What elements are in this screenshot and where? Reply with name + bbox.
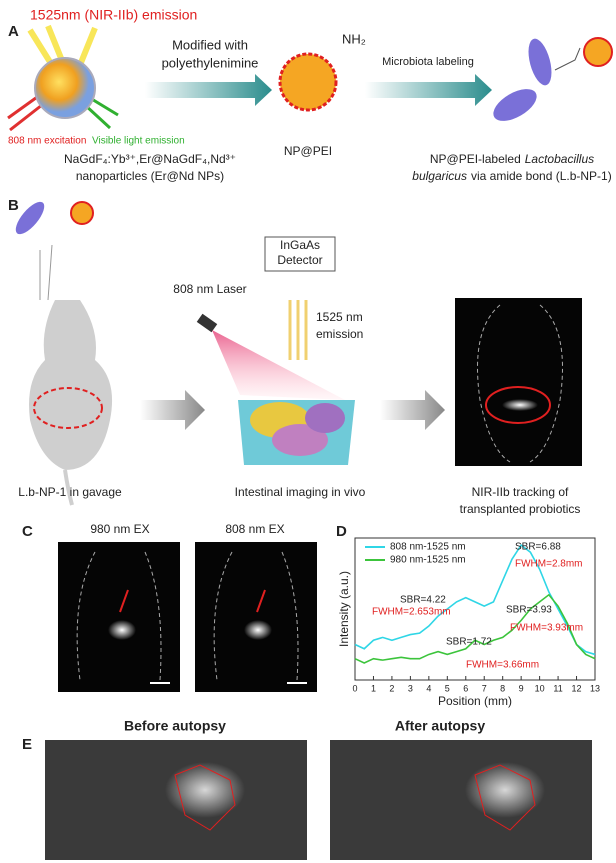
lb-caption: bulgaricus via amide bond (L.b-NP-1) bbox=[412, 169, 611, 183]
x-tick-label: 3 bbox=[408, 683, 413, 693]
arrow bbox=[380, 390, 445, 430]
np-pei-particle bbox=[278, 52, 338, 112]
laser-label: 808 nm Laser bbox=[173, 282, 246, 296]
image-title: 808 nm EX bbox=[225, 522, 284, 536]
detector-label: Detector bbox=[277, 253, 322, 267]
x-tick-label: 12 bbox=[572, 683, 582, 693]
x-tick-label: 13 bbox=[590, 683, 600, 693]
x-tick-label: 10 bbox=[535, 683, 545, 693]
excitation-label: 808 nm excitation bbox=[8, 136, 86, 147]
emission-rays bbox=[288, 300, 308, 360]
x-tick-label: 7 bbox=[482, 683, 487, 693]
signal bbox=[502, 399, 538, 411]
caption: Intestinal imaging in vivo bbox=[235, 485, 366, 499]
detector-label: InGaAs bbox=[280, 238, 320, 252]
step-label: Modified with bbox=[172, 37, 248, 52]
panel-label: A bbox=[8, 23, 19, 40]
emission-label: emission bbox=[316, 327, 363, 341]
np-caption: nanoparticles (Er@Nd NPs) bbox=[76, 169, 224, 183]
panel-label: B bbox=[8, 197, 19, 214]
caption: transplanted probiotics bbox=[460, 502, 581, 516]
image-e-right bbox=[330, 740, 592, 860]
mouse-outline bbox=[477, 304, 563, 463]
image-title: 980 nm EX bbox=[90, 522, 149, 536]
lb-caption: NP@PEI-labeled Lactobacillus bbox=[430, 152, 594, 166]
lb-text: NP@PEI-labeled bbox=[430, 152, 521, 166]
annotation: FWHM=3.66mm bbox=[466, 660, 539, 671]
roi bbox=[485, 386, 551, 424]
visible-label: Visible light emission bbox=[92, 136, 185, 147]
legend-label: 980 nm-1525 nm bbox=[390, 555, 466, 566]
mouse-illustration bbox=[15, 201, 113, 506]
annotation: FWHM=2.8mm bbox=[515, 559, 583, 570]
lb-text: Lactobacillus bbox=[525, 152, 594, 166]
detector-box bbox=[264, 236, 336, 272]
image-title: After autopsy bbox=[395, 718, 485, 734]
np-caption: NaGdF₄:Yb³⁺,Er@NaGdF₄,Nd³⁺ bbox=[64, 152, 236, 166]
step-label: Microbiota labeling bbox=[382, 56, 474, 68]
legend-label: 808 nm-1525 nm bbox=[390, 542, 466, 553]
emission-label: 1525 nm bbox=[316, 310, 363, 324]
intestine-illustration bbox=[238, 400, 355, 465]
emission-label: 1525nm (NIR-IIb) emission bbox=[30, 7, 197, 23]
x-axis-label: Position (mm) bbox=[438, 694, 512, 708]
x-tick-label: 8 bbox=[500, 683, 505, 693]
bacterium-illustration bbox=[493, 37, 613, 121]
laser-head bbox=[196, 313, 218, 333]
image-e-left bbox=[45, 740, 307, 860]
annotation: SBR=6.88 bbox=[515, 542, 561, 553]
annotation: FWHM=2.653mm bbox=[372, 607, 451, 618]
x-tick-label: 1 bbox=[371, 683, 376, 693]
annotation: SBR=4.22 bbox=[400, 595, 446, 606]
panel-label: E bbox=[22, 736, 32, 753]
panel-label: C bbox=[22, 523, 33, 540]
step-label: polyethylenimine bbox=[162, 55, 259, 70]
caption: L.b-NP-1 in gavage bbox=[18, 485, 122, 499]
annotation: FWHM=3.93mm bbox=[510, 623, 583, 634]
x-tick-label: 6 bbox=[463, 683, 468, 693]
annotation: SBR=3.93 bbox=[506, 605, 552, 616]
arrow bbox=[140, 390, 205, 430]
annotation: SBR=1.72 bbox=[446, 637, 492, 648]
x-tick-label: 4 bbox=[426, 683, 431, 693]
lb-text: via amide bond (L.b-NP-1) bbox=[471, 169, 612, 183]
x-tick-label: 0 bbox=[352, 683, 357, 693]
image-title: Before autopsy bbox=[124, 718, 226, 734]
x-tick-label: 9 bbox=[519, 683, 524, 693]
plot-frame bbox=[354, 537, 596, 681]
np-pei-caption: NP@PEI bbox=[284, 144, 332, 158]
nanoparticle-illustration bbox=[7, 24, 119, 132]
image-c-left bbox=[58, 542, 180, 692]
arrow bbox=[145, 74, 272, 106]
caption: NIR-IIb tracking of bbox=[472, 485, 569, 499]
x-tick-label: 11 bbox=[553, 683, 562, 693]
arrow bbox=[365, 74, 492, 106]
series-line bbox=[354, 593, 596, 664]
y-axis-label: Intensity (a.u.) bbox=[337, 571, 351, 647]
laser-beam bbox=[212, 330, 345, 400]
x-tick-label: 2 bbox=[389, 683, 394, 693]
nir-image bbox=[455, 298, 582, 466]
nh2-label: NH₂ bbox=[342, 31, 366, 46]
lb-text: bulgaricus bbox=[412, 169, 467, 183]
panel-label: D bbox=[336, 523, 347, 540]
image-c-right bbox=[195, 542, 317, 692]
x-tick-label: 5 bbox=[445, 683, 450, 693]
